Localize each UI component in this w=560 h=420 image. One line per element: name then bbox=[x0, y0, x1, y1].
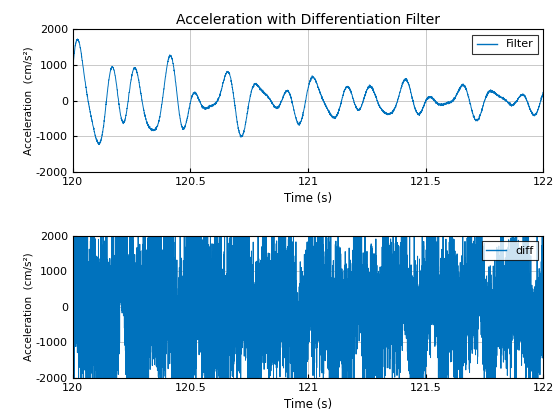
Title: Acceleration with Differentiation Filter: Acceleration with Differentiation Filter bbox=[176, 13, 440, 27]
X-axis label: Time (s): Time (s) bbox=[284, 192, 332, 205]
Legend: diff: diff bbox=[482, 241, 538, 260]
Y-axis label: Acceleration  (cm/s²): Acceleration (cm/s²) bbox=[23, 46, 33, 155]
Y-axis label: Acceleration  (cm/s²): Acceleration (cm/s²) bbox=[23, 252, 33, 361]
Legend: Filter: Filter bbox=[472, 35, 538, 54]
X-axis label: Time (s): Time (s) bbox=[284, 399, 332, 412]
